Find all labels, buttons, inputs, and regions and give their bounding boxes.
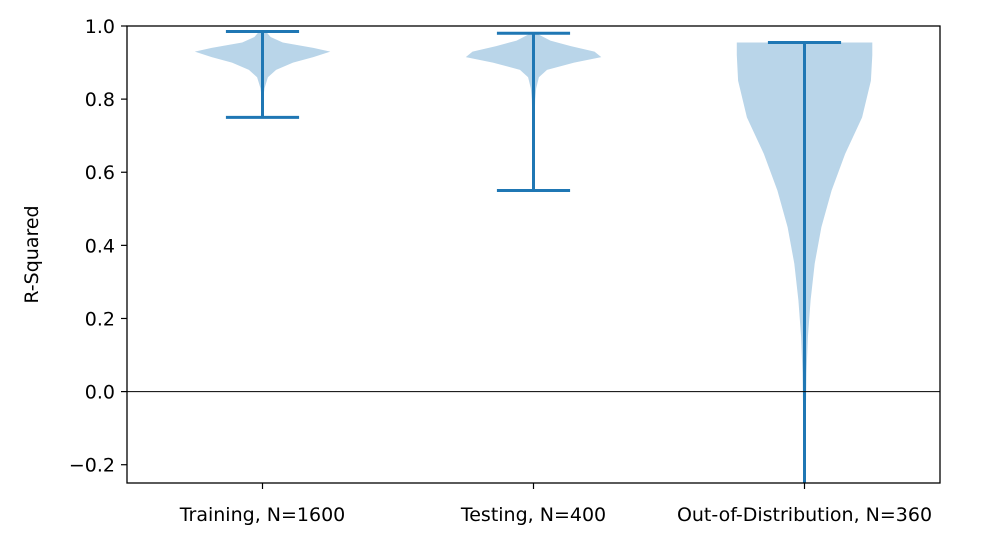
- y-tick-label: 0.8: [85, 89, 115, 111]
- y-tick-label: 0.2: [85, 308, 115, 330]
- y-axis-ticks: −0.2 0.0 0.2 0.4 0.6 0.8 1.0: [69, 16, 127, 477]
- y-axis-label: R-Squared: [21, 205, 43, 303]
- y-tick-label: 0.4: [85, 235, 115, 257]
- x-axis-ticks: Training, N=1600 Testing, N=400 Out-of-Dis…: [179, 483, 932, 526]
- x-tick-label: Testing, N=400: [460, 504, 606, 526]
- x-tick-label: Training, N=1600: [179, 504, 346, 526]
- violin-whiskers: [225, 29, 842, 483]
- y-tick-label: −0.2: [69, 455, 115, 477]
- y-tick-label: 0.6: [85, 162, 115, 184]
- y-tick-label: 1.0: [85, 16, 115, 38]
- x-tick-label: Out-of-Distribution, N=360: [677, 504, 932, 526]
- y-tick-label: 0.0: [85, 382, 115, 404]
